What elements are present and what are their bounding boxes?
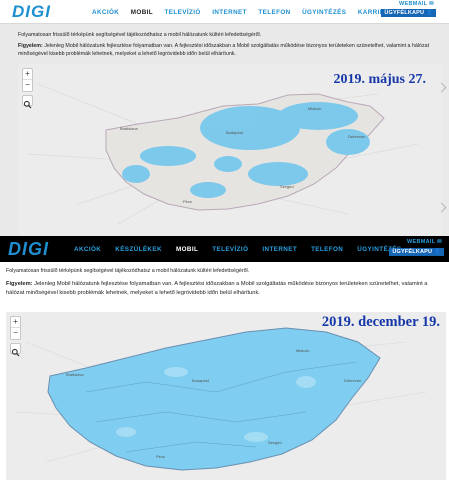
hungary-map-svg [15,327,427,471]
zoom-out-button[interactable]: − [13,328,18,337]
city-label-debrecen: Debrecen [348,134,366,139]
map-search-button[interactable] [22,95,33,109]
city-label-budapest: Budapest [192,378,209,383]
search-icon [23,100,32,109]
nav-item-akciok[interactable]: AKCIÓK [92,9,120,16]
page-content: Folyamatosan frissülő térképünk segítség… [0,262,449,480]
digi-logo[interactable]: DIGI [8,239,50,259]
nav-item-ugyintezes[interactable]: ÜGYINTÉZÉS [357,246,402,253]
coverage-intro-text: Folyamatosan frissülő térképünk segítség… [6,268,250,274]
warning-label: Figyelem: [6,281,33,287]
nav-item-televizio[interactable]: TELEVÍZIÓ [212,246,249,253]
zoom-out-button[interactable]: − [25,80,30,89]
nav-item-akciok[interactable]: AKCIÓK [74,246,102,253]
warning-body: Jelenleg Mobil hálózatunk fejlesztése fo… [18,43,430,57]
search-icon [11,348,20,357]
nav-item-telefon[interactable]: TELEFON [258,9,291,16]
customer-gate-button[interactable]: ÜGYFÉLKAPU 👤 [381,9,436,17]
top-navbar: DIGI AKCIÓK MOBIL TELEVÍZIÓ INTERNET TEL… [0,0,449,24]
city-label-bratislava: Bratislava [120,126,138,131]
city-label-szeged: Szeged [280,184,294,189]
zoom-in-button[interactable]: + [23,69,32,80]
warning-body: Jelenleg Mobil hálózatunk fejlesztése fo… [6,281,428,296]
coverage-page-december: DIGI AKCIÓK KÉSZÜLÉKEK MOBIL TELEVÍZIÓ I… [0,236,449,480]
coverage-texture [85,361,357,453]
city-label-pecs: Pécs [156,454,165,459]
city-label-budapest: Budapest [226,130,243,135]
coverage-map[interactable]: Bratislava Budapest Miskolc Debrecen Sze… [6,312,446,480]
city-label-bratislava: Bratislava [66,372,84,377]
zoom-in-button[interactable]: + [11,317,20,328]
coverage-warning-text: Figyelem: Jelenleg Mobil hálózatunk fejl… [18,43,438,58]
nav-item-televizio[interactable]: TELEVÍZIÓ [164,9,201,16]
city-label-miskolc: Miskolc [296,348,310,353]
customer-gate-button[interactable]: ÜGYFÉLKAPU 👤 [389,248,444,256]
nav-item-internet[interactable]: INTERNET [262,246,298,253]
webmail-link[interactable]: WEBMAIL ✉ [398,1,434,7]
warning-label: Figyelem: [18,43,43,49]
coverage-intro-text: Folyamatosan frissülő térképünk segítség… [18,32,262,38]
coverage-warning-text: Figyelem: Jelenleg Mobil hálózatunk fejl… [6,280,446,298]
coverage-map[interactable]: Bratislava Budapest Miskolc Debrecen Sze… [18,64,442,236]
nav-item-mobil[interactable]: MOBIL [130,9,154,16]
city-label-miskolc: Miskolc [308,106,322,111]
date-stamp: 2019. december 19. [321,314,440,330]
nav-item-karrier[interactable]: KARRIER [357,9,390,16]
nav-item-internet[interactable]: INTERNET [212,9,247,16]
nav-item-ugyintezes[interactable]: ÜGYINTÉZÉS [302,9,347,16]
page-content: Folyamatosan frissülő térképünk segítség… [0,24,449,236]
main-nav: AKCIÓK KÉSZÜLÉKEK MOBIL TELEVÍZIÓ INTERN… [74,246,416,253]
map-search-button[interactable] [10,343,21,357]
city-label-pecs: Pécs [183,199,192,204]
nav-item-keszulekek[interactable]: KÉSZÜLÉKEK [115,246,162,253]
zoom-control: + − [10,316,21,340]
date-stamp: 2019. május 27. [333,72,426,87]
digi-logo[interactable]: DIGI [12,2,51,21]
city-label-debrecen: Debrecen [344,378,362,383]
hungary-map-svg [27,83,419,225]
coverage-areas [122,102,370,198]
top-navbar: DIGI AKCIÓK KÉSZÜLÉKEK MOBIL TELEVÍZIÓ I… [0,236,449,262]
zoom-control: + − [22,68,33,92]
nav-item-mobil[interactable]: MOBIL [175,246,199,253]
nav-item-telefon[interactable]: TELEFON [311,246,344,253]
main-nav: AKCIÓK MOBIL TELEVÍZIÓ INTERNET TELEFON … [92,9,401,16]
hungary-outline [47,327,381,471]
coverage-gaps [116,367,316,442]
city-label-szeged: Szeged [268,440,282,445]
coverage-page-may: DIGI AKCIÓK MOBIL TELEVÍZIÓ INTERNET TEL… [0,0,449,236]
webmail-link[interactable]: WEBMAIL ✉ [406,239,442,245]
